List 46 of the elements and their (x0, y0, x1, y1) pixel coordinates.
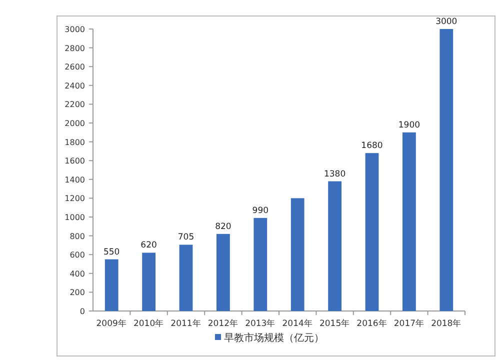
y-tick-label: 400 (70, 269, 85, 278)
x-tick-label: 2013年 (245, 318, 276, 329)
x-tick-label: 2012年 (208, 318, 239, 329)
bar (365, 153, 379, 311)
y-tick-label: 2000 (64, 119, 85, 128)
y-tick-label: 1600 (64, 156, 85, 166)
bar (440, 29, 454, 311)
y-tick-label: 2400 (64, 81, 85, 90)
bar (290, 198, 304, 311)
data-label: 820 (215, 222, 232, 232)
y-tick-label: 800 (70, 232, 85, 241)
y-tick-label: 200 (70, 288, 85, 298)
y-tick-label: 1400 (64, 175, 85, 184)
data-label: 705 (178, 232, 194, 243)
bar (216, 234, 230, 311)
y-tick-label: 3000 (64, 25, 85, 34)
x-tick-label: 2014年 (282, 318, 313, 329)
bar (179, 244, 193, 311)
data-label: 550 (103, 247, 120, 258)
y-tick-label: 1800 (64, 138, 85, 147)
y-tick-label: 2600 (64, 62, 85, 72)
x-tick-label: 2018年 (431, 318, 462, 329)
data-label: 1900 (398, 120, 420, 130)
bar (402, 132, 416, 311)
bar (254, 218, 268, 311)
x-tick-label: 2011年 (170, 318, 202, 329)
y-tick-label: 2800 (64, 44, 85, 53)
data-label: 3000 (436, 17, 458, 27)
y-tick-label: 600 (70, 250, 85, 260)
data-label: 620 (140, 240, 157, 251)
y-tick-label: 1200 (64, 194, 85, 204)
legend-label: 早教市场规模（亿元） (224, 332, 324, 344)
x-tick-label: 2010年 (133, 318, 164, 329)
data-label: 1380 (324, 169, 346, 180)
x-tick-label: 2009年 (96, 318, 127, 329)
data-label: 1680 (361, 141, 383, 152)
bar (142, 252, 156, 311)
bar (328, 181, 342, 311)
y-tick-label: 1000 (64, 213, 85, 222)
y-tick-label: 2200 (64, 100, 85, 110)
x-tick-label: 2016年 (356, 318, 388, 329)
x-tick-label: 2017年 (394, 318, 425, 329)
x-tick-label: 2015年 (319, 318, 350, 329)
y-tick-label: 0 (80, 307, 85, 316)
data-label: 990 (252, 206, 269, 216)
bar (104, 259, 118, 311)
